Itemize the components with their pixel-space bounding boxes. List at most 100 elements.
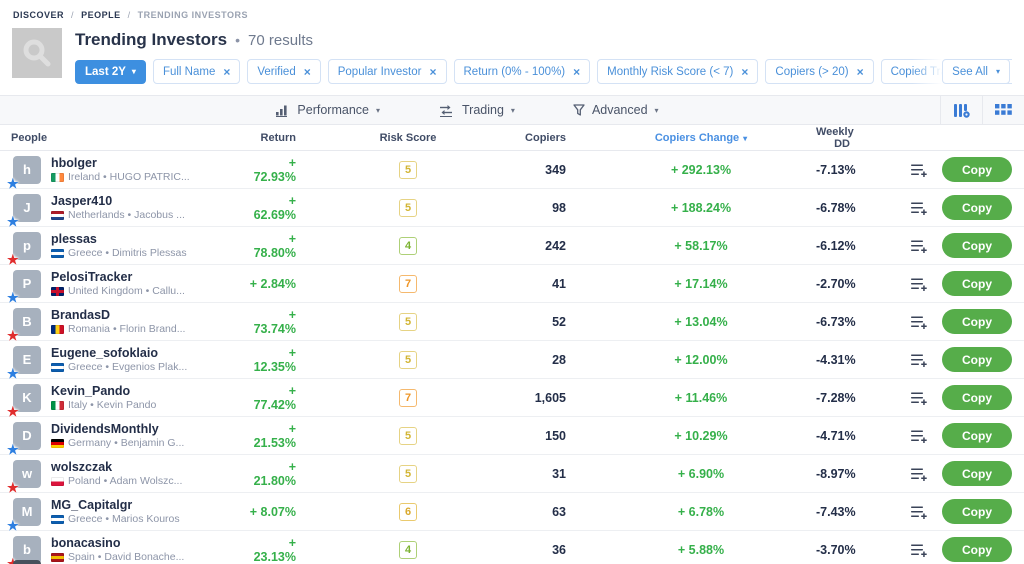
copiers-value: 150 (545, 428, 566, 443)
filter-chip[interactable]: Copiers (> 20) × (765, 59, 874, 84)
copiers-change-value: + 58.17% (674, 238, 728, 253)
copy-button[interactable]: Copy (942, 499, 1012, 524)
add-to-list-icon[interactable] (910, 429, 928, 443)
column-header-risk-score[interactable]: Risk Score (379, 131, 437, 144)
copy-button[interactable]: Copy (942, 195, 1012, 220)
grid-view-button[interactable] (982, 96, 1024, 124)
return-value: + 77.42% (253, 383, 296, 412)
add-to-list-icon[interactable] (910, 239, 928, 253)
investor-subtitle: Greece • Dimitris Plessas (68, 246, 187, 259)
avatar[interactable]: D ★ (7, 421, 41, 456)
avatar[interactable]: J ★ (7, 193, 41, 228)
column-header-copiers[interactable]: Copiers (525, 131, 566, 144)
copy-button[interactable]: Copy (942, 157, 1012, 182)
avatar[interactable]: E ★ (7, 345, 41, 380)
investor-username[interactable]: plessas (51, 231, 97, 246)
investor-username[interactable]: bonacasino (51, 535, 121, 550)
copy-button[interactable]: Copy (942, 233, 1012, 258)
weekly-dd-value: -7.28% (816, 390, 856, 405)
add-to-list-icon[interactable] (910, 391, 928, 405)
investor-username[interactable]: BrandasD (51, 307, 111, 322)
table-row[interactable]: w ★ wolszczak Poland • Adam Wolszc... + … (0, 455, 1024, 494)
investor-username[interactable]: Jasper410 (51, 193, 113, 208)
column-header-return[interactable]: Return (260, 131, 296, 144)
trading-menu[interactable]: Trading ▾ (438, 103, 515, 117)
avatar[interactable]: p ★ (7, 231, 41, 266)
chevron-down-icon: ▾ (510, 105, 515, 115)
table-row[interactable]: J ★ Jasper410 Netherlands • Jacobus ... … (0, 189, 1024, 228)
breadcrumb-people[interactable]: PEOPLE (81, 10, 121, 20)
add-to-list-icon[interactable] (910, 353, 928, 367)
avatar[interactable]: w ★ (7, 459, 41, 494)
see-all-filters-button[interactable]: See All ▾ (942, 59, 1010, 84)
filter-chip[interactable]: Full Name × (152, 59, 241, 84)
investor-username[interactable]: MG_Capitalgr (51, 497, 133, 512)
investor-username[interactable]: Kevin_Pando (51, 383, 131, 398)
table-row[interactable]: b ★ bonacasino Spain • David Bonache... … (0, 531, 1024, 564)
customize-columns-button[interactable] (940, 96, 982, 124)
add-to-list-icon[interactable] (910, 277, 928, 291)
weekly-dd-value: -7.13% (816, 162, 856, 177)
return-value: + 72.93% (253, 155, 296, 184)
table-row[interactable]: h ★ hbolger Ireland • HUGO PATRIC... + 7… (0, 151, 1024, 190)
popular-investor-star-badge: ★ (7, 289, 19, 305)
copy-button[interactable]: Copy (942, 423, 1012, 448)
table-row[interactable]: p ★ plessas Greece • Dimitris Plessas + … (0, 227, 1024, 266)
copiers-change-value: + 6.90% (677, 466, 725, 481)
column-header-copiers-change[interactable]: Copiers Change ▾ (654, 131, 748, 144)
performance-menu[interactable]: Performance ▾ (275, 103, 380, 117)
page-header: Trending Investors • 70 results Last 2Y … (0, 20, 1024, 95)
country-flag-icon (51, 514, 64, 524)
column-header-people[interactable]: People (11, 131, 48, 144)
copy-button[interactable]: Copy (942, 347, 1012, 372)
column-header-weekly-dd[interactable]: Weekly DD (816, 125, 854, 150)
investor-subtitle: Italy • Kevin Pando (68, 398, 157, 411)
avatar[interactable]: b ★ (7, 535, 41, 564)
copy-button[interactable]: Copy (942, 309, 1012, 334)
filter-chip[interactable]: Popular Investor × (327, 59, 447, 84)
investor-username[interactable]: DividendsMonthly (51, 421, 159, 436)
copy-button[interactable]: Copy (942, 461, 1012, 486)
table-row[interactable]: B ★ BrandasD Romania • Florin Brand... +… (0, 303, 1024, 342)
remove-filter-icon[interactable]: × (223, 64, 231, 79)
add-to-list-icon[interactable] (910, 543, 928, 557)
remove-filter-icon[interactable]: × (741, 64, 749, 79)
copiers-change-value: + 13.04% (674, 314, 728, 329)
table-row[interactable]: E ★ Eugene_sofoklaio Greece • Evgenios P… (0, 341, 1024, 380)
table-row[interactable]: K ★ Kevin_Pando Italy • Kevin Pando + 77… (0, 379, 1024, 418)
table-row[interactable]: D ★ DividendsMonthly Germany • Benjamin … (0, 417, 1024, 456)
copy-button[interactable]: Copy (942, 537, 1012, 562)
investor-username[interactable]: Eugene_sofoklaio (51, 345, 158, 360)
remove-filter-icon[interactable]: × (429, 64, 437, 79)
table-row[interactable]: M ★ MG_Capitalgr Greece • Marios Kouros … (0, 493, 1024, 532)
breadcrumb-separator: / (127, 10, 131, 20)
add-to-list-icon[interactable] (910, 163, 928, 177)
copy-button[interactable]: Copy (942, 385, 1012, 410)
copy-button[interactable]: Copy (942, 271, 1012, 296)
add-to-list-icon[interactable] (910, 467, 928, 481)
avatar[interactable]: K ★ (7, 383, 41, 418)
filter-chip[interactable]: Verified × (247, 59, 321, 84)
add-to-list-icon[interactable] (910, 505, 928, 519)
filter-chip[interactable]: Monthly Risk Score (< 7) × (597, 59, 759, 84)
investor-username[interactable]: wolszczak (51, 459, 113, 474)
add-to-list-icon[interactable] (910, 201, 928, 215)
return-value: + 23.13% (253, 535, 296, 564)
investor-subtitle: Greece • Evgenios Plak... (68, 360, 188, 373)
remove-filter-icon[interactable]: × (303, 64, 311, 79)
breadcrumb-discover[interactable]: DISCOVER (13, 10, 65, 20)
table-row[interactable]: P ★ PelosiTracker United Kingdom • Callu… (0, 265, 1024, 304)
time-period-dropdown[interactable]: Last 2Y ▾ (75, 59, 146, 84)
remove-filter-icon[interactable]: × (573, 64, 581, 79)
add-to-list-icon[interactable] (910, 315, 928, 329)
investor-username[interactable]: hbolger (51, 155, 97, 170)
avatar[interactable]: B ★ (7, 307, 41, 342)
filter-chip[interactable]: Return (0% - 100%) × (453, 59, 591, 84)
investor-username[interactable]: PelosiTracker (51, 269, 133, 284)
advanced-menu[interactable]: Advanced ▾ (573, 103, 659, 117)
remove-filter-icon[interactable]: × (856, 64, 864, 79)
avatar[interactable]: M ★ (7, 497, 41, 532)
avatar[interactable]: P ★ (7, 269, 41, 304)
risk-score-badge: 7 (399, 389, 417, 407)
avatar[interactable]: h ★ (7, 155, 41, 190)
